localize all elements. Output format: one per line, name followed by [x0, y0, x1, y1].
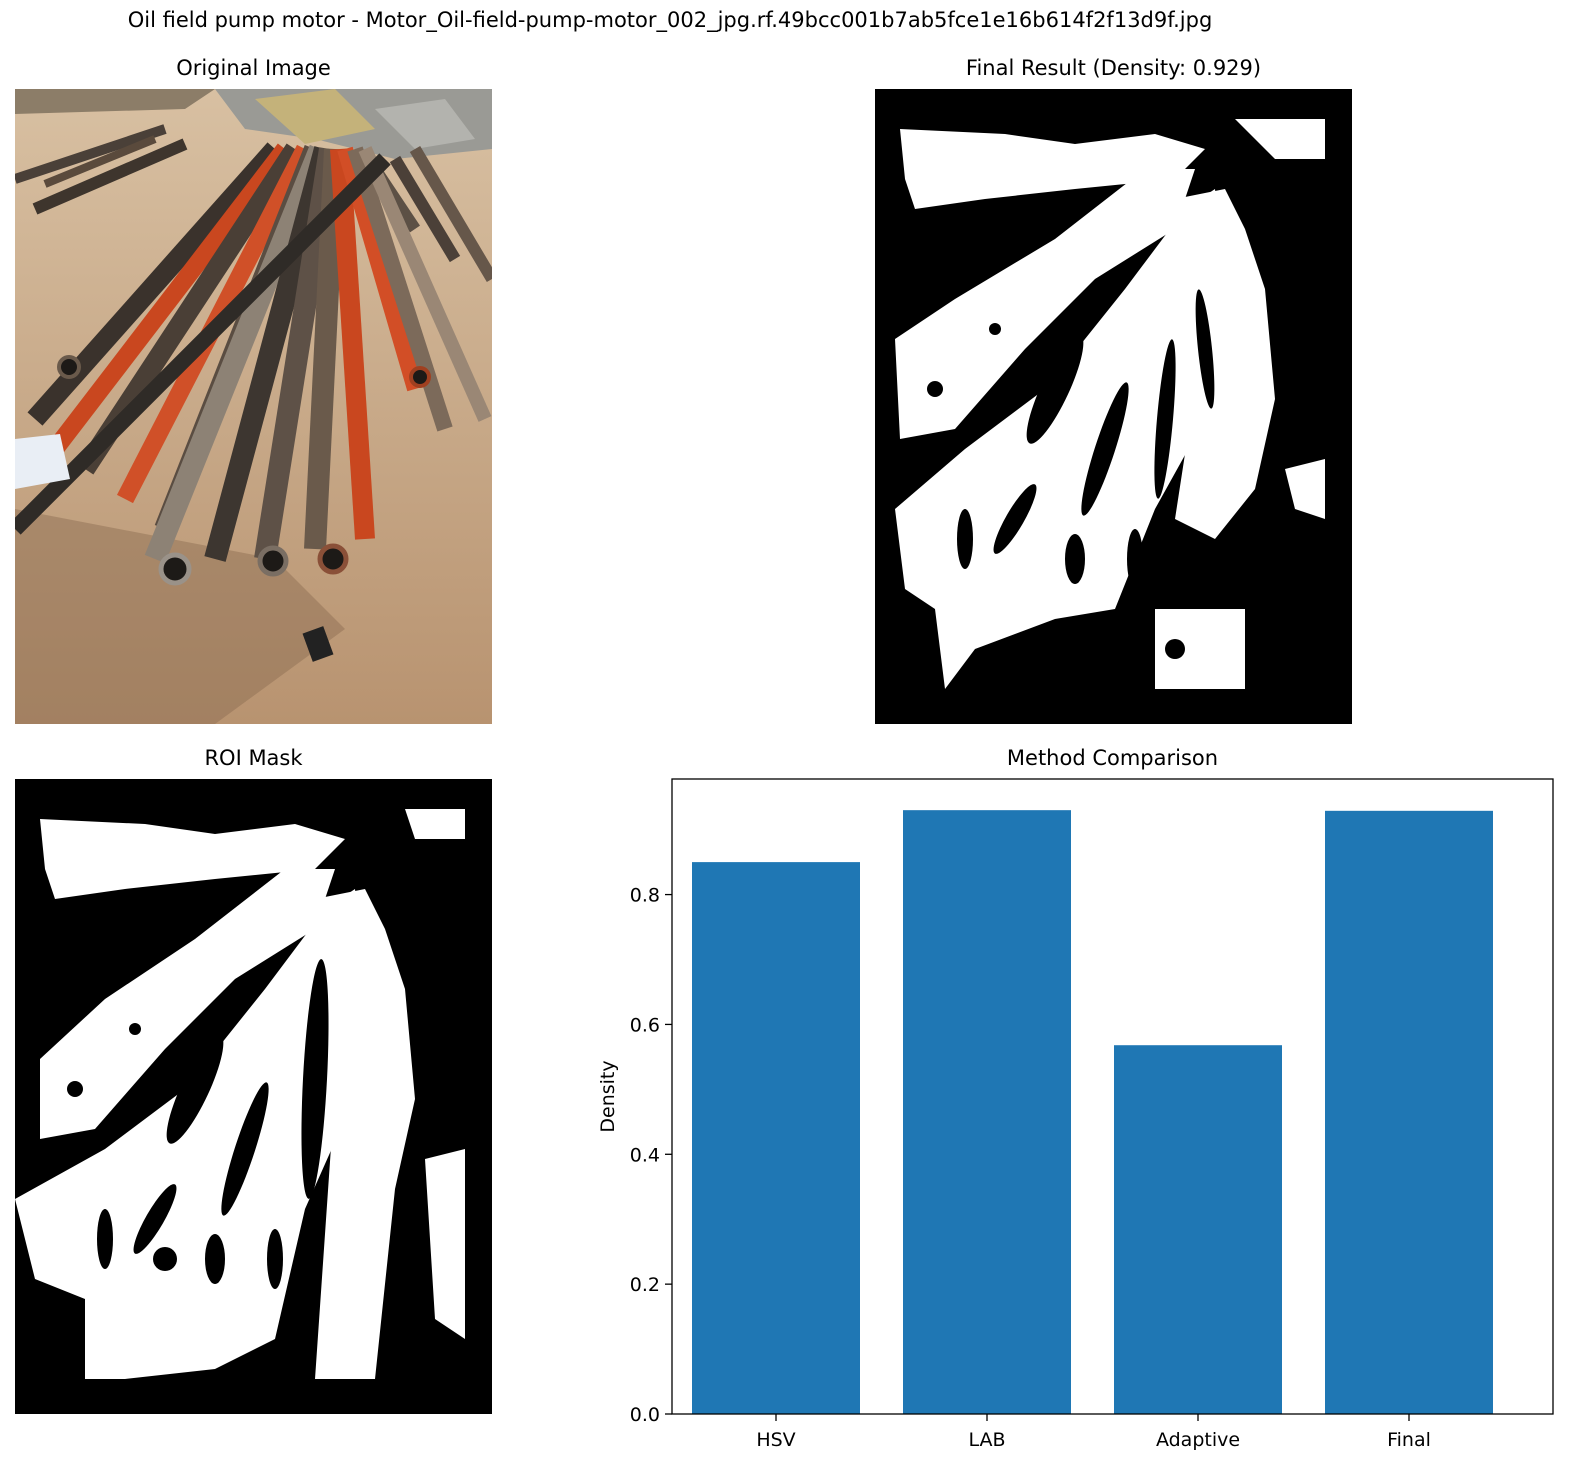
original-image — [15, 89, 492, 724]
x-tick-label: Adaptive — [1156, 1429, 1240, 1451]
final-result-mask — [875, 89, 1352, 724]
y-tick-label: 0.4 — [630, 1144, 660, 1166]
final-mask-drawing — [875, 89, 1352, 724]
x-tick-label: Final — [1387, 1429, 1431, 1451]
bar-hsv — [692, 862, 860, 1414]
y-tick-label: 0.2 — [630, 1274, 660, 1296]
bar-adaptive — [1114, 1045, 1282, 1414]
figure-title: Oil field pump motor - Motor_Oil-field-p… — [127, 8, 1213, 32]
x-tick-label: HSV — [756, 1429, 795, 1451]
method-comparison-title: Method Comparison — [1006, 746, 1219, 770]
chart-layer: 0.0 0.2 0.4 0.6 0.8 HSV LAB Adaptive Final Densit… — [597, 778, 1554, 1451]
x-tick-label: LAB — [968, 1429, 1005, 1451]
original-image-title: Original Image — [176, 56, 331, 80]
y-tick-label: 0.8 — [630, 885, 660, 907]
bar-final — [1325, 810, 1493, 1414]
bar-lab — [903, 810, 1071, 1414]
final-result-title: Final Result (Density: 0.929) — [965, 56, 1262, 80]
axes-frame — [671, 778, 1554, 1415]
roi-mask — [15, 779, 492, 1414]
y-tick-label: 0.6 — [630, 1014, 660, 1036]
original-image-drawing — [15, 89, 492, 724]
y-axis-label: Density — [597, 1060, 619, 1132]
y-tick-label: 0.0 — [630, 1404, 660, 1426]
roi-mask-title: ROI Mask — [204, 746, 303, 770]
roi-mask-drawing — [15, 779, 492, 1414]
